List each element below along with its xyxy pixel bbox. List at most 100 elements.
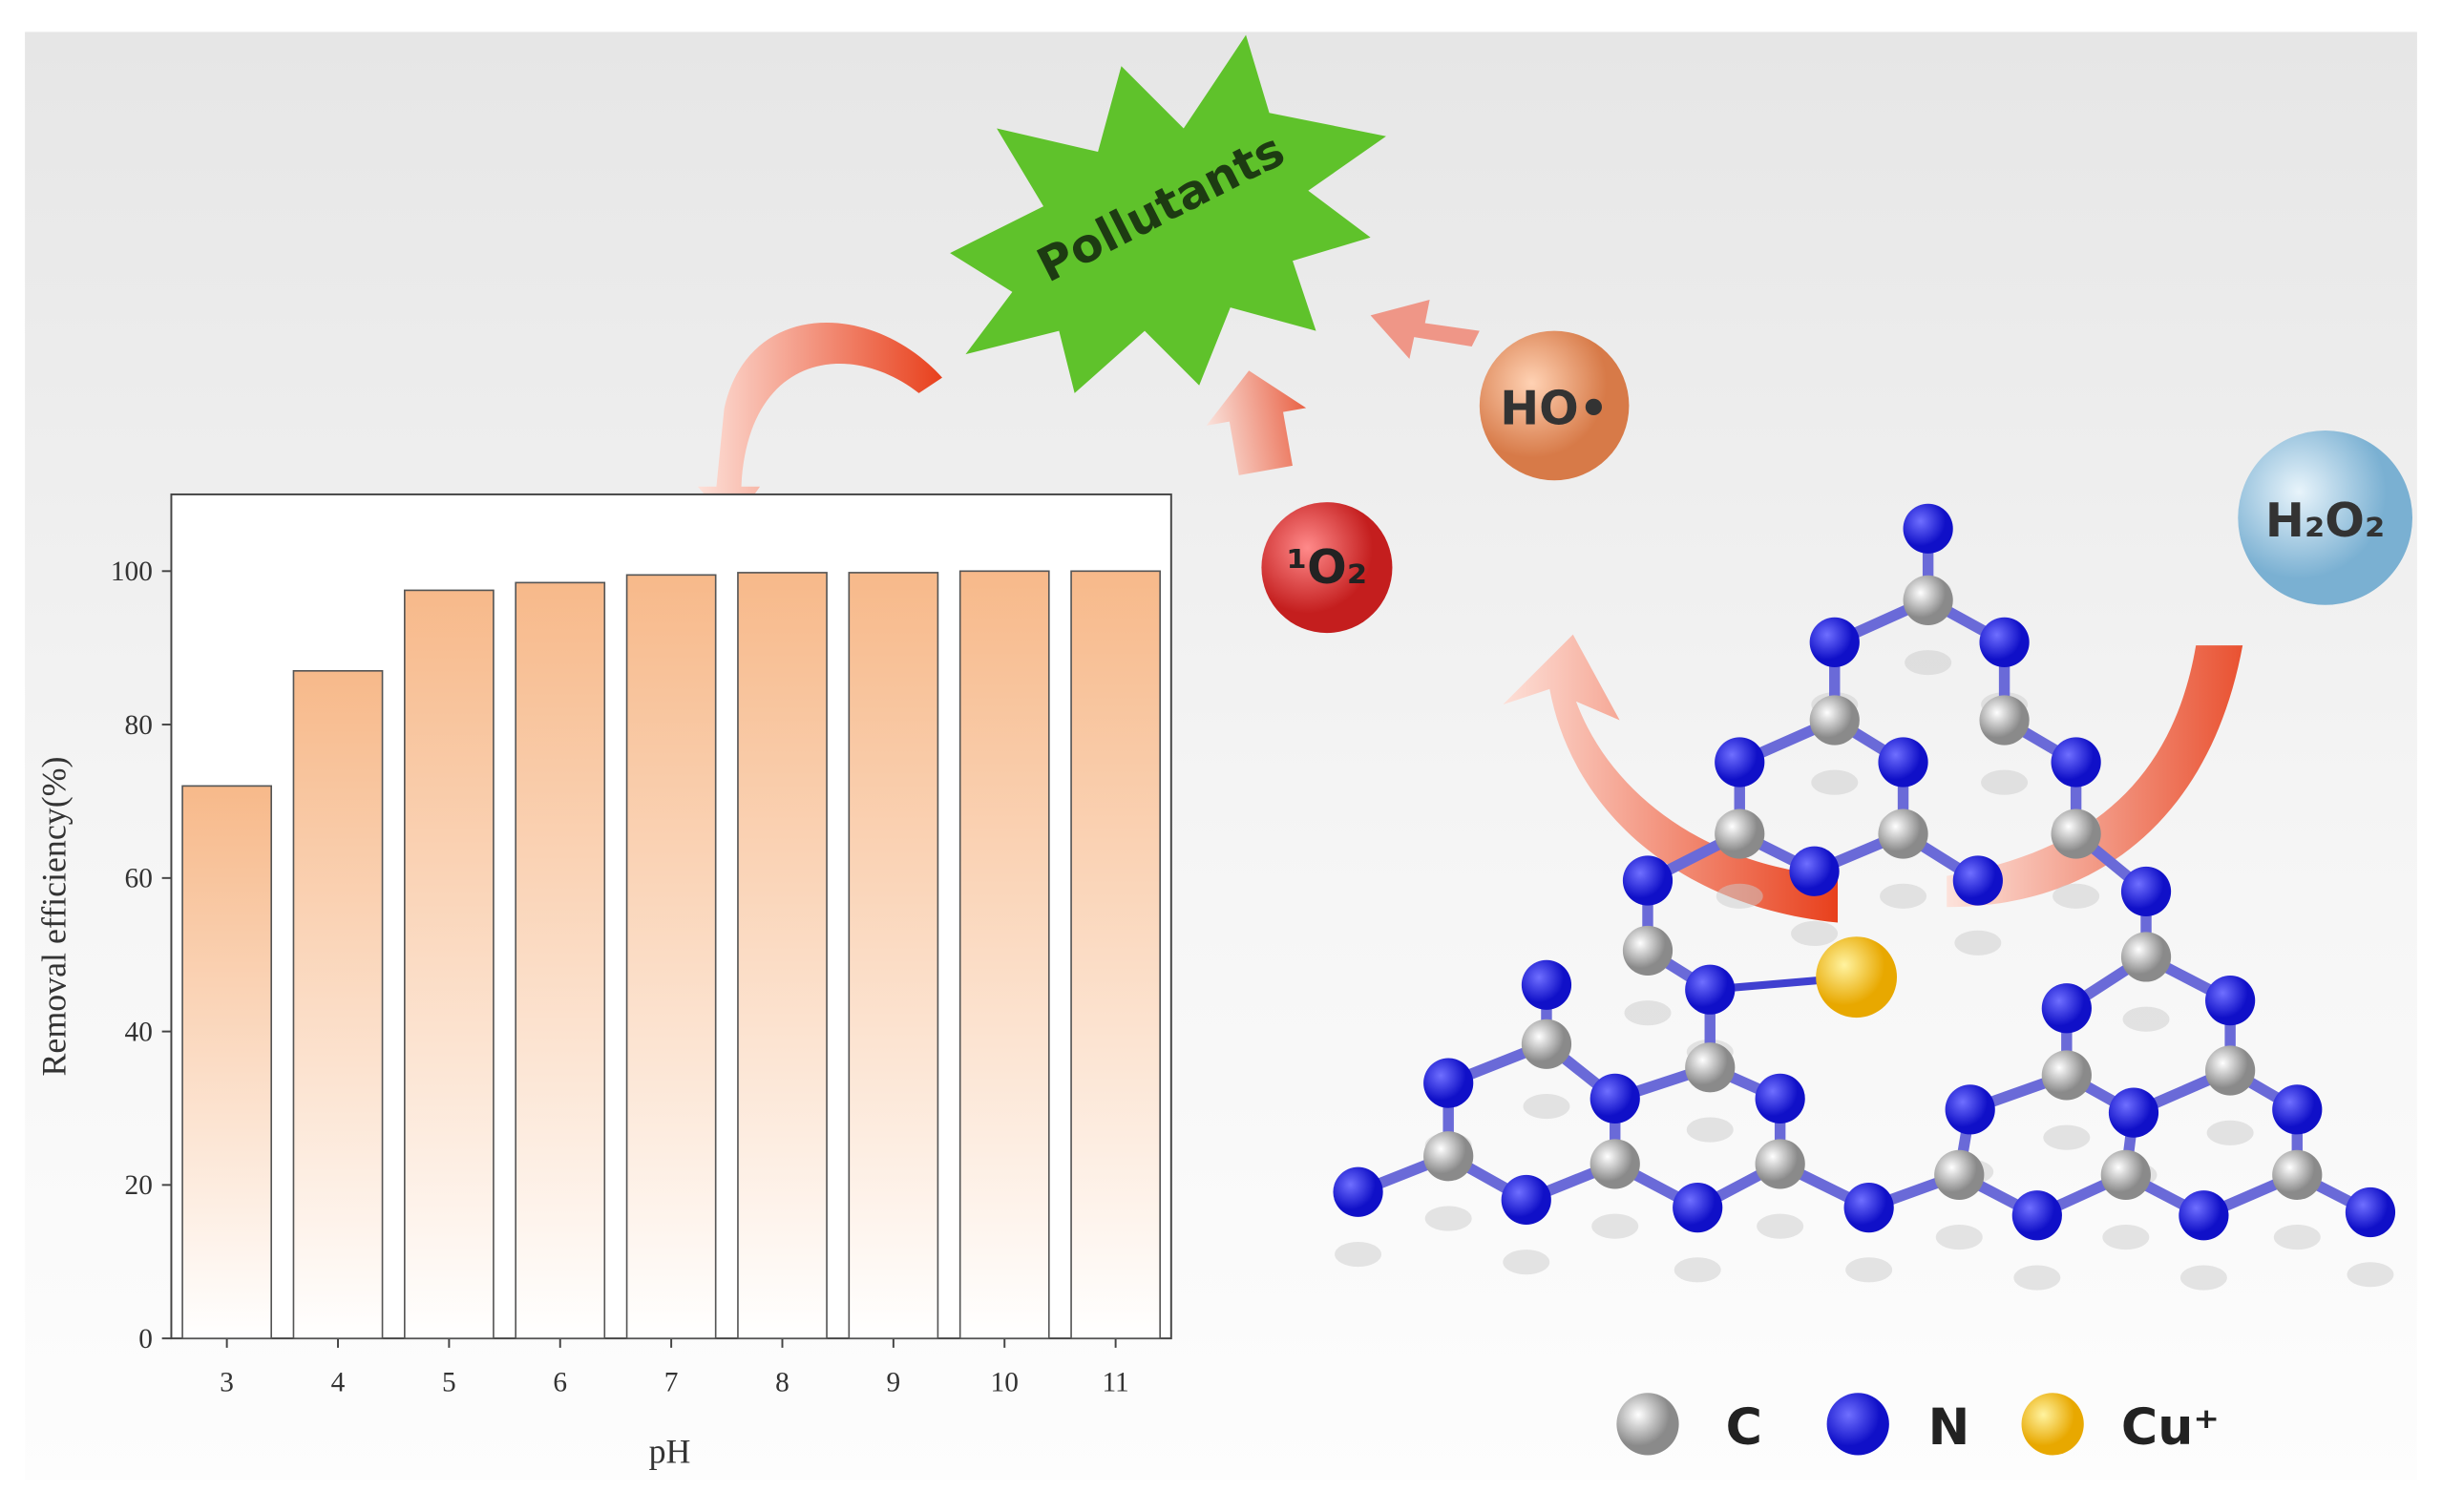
nitrogen-atom bbox=[2120, 866, 2172, 917]
nitrogen-atom bbox=[1755, 1073, 1805, 1124]
nitrogen-atom bbox=[1521, 959, 1572, 1010]
y-tick-label: 100 bbox=[111, 556, 153, 587]
atom-shadow bbox=[2122, 1006, 2170, 1032]
arrow bbox=[1370, 300, 1480, 359]
x-tick-label: 11 bbox=[1102, 1368, 1128, 1398]
nitrogen-atom bbox=[1979, 617, 2030, 668]
x-tick-label: 8 bbox=[775, 1368, 789, 1398]
carbon-atom bbox=[1979, 695, 2030, 746]
carbon-atom bbox=[1903, 575, 1953, 625]
legend-label: Cu⁺ bbox=[2121, 1399, 2220, 1457]
nitrogen-atom bbox=[2179, 1190, 2229, 1241]
carbon-atom bbox=[2100, 1149, 2151, 1200]
carbon-atom bbox=[1622, 925, 1674, 976]
atom-shadow bbox=[1791, 920, 1839, 947]
nitrogen-atom bbox=[1333, 1166, 1383, 1217]
carbon-atom bbox=[1878, 808, 1928, 859]
atom-shadow bbox=[1716, 883, 1763, 909]
atom-shadow bbox=[1845, 1257, 1893, 1283]
atom-shadow bbox=[1686, 1117, 1734, 1143]
nitrogen-atom bbox=[1878, 737, 1928, 788]
copper-atom bbox=[1816, 936, 1898, 1018]
legend-swatch bbox=[2021, 1393, 2084, 1456]
curved-arrow bbox=[697, 322, 942, 526]
atom-shadow bbox=[2013, 1265, 2061, 1291]
carbon-atom bbox=[1423, 1131, 1474, 1182]
bar bbox=[1070, 570, 1161, 1339]
atom-shadow bbox=[1757, 1213, 1804, 1239]
atom-shadow bbox=[1674, 1257, 1721, 1283]
nitrogen-atom bbox=[1945, 1084, 1995, 1135]
bar bbox=[958, 570, 1050, 1339]
atom-shadow bbox=[1503, 1250, 1550, 1275]
bar bbox=[515, 581, 606, 1339]
molecule bbox=[1333, 503, 2396, 1291]
bar-chart: pH Removal efficiency(%) 0 20 40 60 80 100 3 4 5… bbox=[35, 493, 1172, 1471]
atom-shadow bbox=[1523, 1094, 1570, 1120]
nitrogen-atom bbox=[2011, 1190, 2062, 1241]
carbon-atom bbox=[2272, 1149, 2323, 1200]
nitrogen-atom bbox=[2108, 1087, 2159, 1138]
atom-shadow bbox=[2102, 1225, 2150, 1250]
x-tick-label: 5 bbox=[442, 1368, 456, 1398]
nitrogen-atom bbox=[2041, 983, 2092, 1034]
nitrogen-atom bbox=[1501, 1174, 1551, 1226]
singlet-oxygen-label: ¹O₂ bbox=[1287, 540, 1367, 595]
y-axis-label: Removal efficiency(%) bbox=[35, 757, 74, 1077]
carbon-atom bbox=[2205, 1045, 2256, 1096]
carbon-atom bbox=[2041, 1050, 2092, 1101]
atom-shadow bbox=[1880, 883, 1927, 909]
x-tick-label: 9 bbox=[887, 1368, 901, 1398]
bar bbox=[737, 572, 828, 1339]
atom-shadow bbox=[2347, 1262, 2394, 1288]
nitrogen-atom bbox=[1423, 1058, 1474, 1108]
carbon-atom bbox=[2051, 808, 2101, 859]
peroxide-bubble bbox=[2238, 430, 2413, 605]
atom-shadow bbox=[2043, 1124, 2091, 1150]
atom-shadow bbox=[1811, 769, 1859, 795]
nitrogen-atom bbox=[1843, 1182, 1894, 1233]
peroxide-label: H₂O₂ bbox=[2265, 494, 2385, 548]
atom-shadow bbox=[1981, 769, 2029, 795]
nitrogen-atom bbox=[1685, 964, 1736, 1015]
atom-shadow bbox=[2179, 1265, 2227, 1291]
atom-shadow bbox=[2273, 1225, 2321, 1250]
carbon-atom bbox=[1755, 1139, 1805, 1189]
bar bbox=[404, 589, 495, 1339]
x-tick-label: 10 bbox=[991, 1368, 1019, 1398]
atom-shadow bbox=[1935, 1225, 1983, 1250]
legend-swatch bbox=[1826, 1393, 1889, 1456]
carbon-atom bbox=[1685, 1042, 1736, 1093]
carbon-atom bbox=[1934, 1149, 1985, 1200]
nitrogen-atom bbox=[1903, 503, 1953, 554]
nitrogen-atom bbox=[2051, 737, 2101, 788]
carbon-atom bbox=[1715, 808, 1765, 859]
y-tick-label: 20 bbox=[125, 1170, 153, 1201]
nitrogen-atom bbox=[1589, 1073, 1640, 1124]
bar bbox=[848, 572, 939, 1339]
y-tick-label: 80 bbox=[125, 710, 153, 741]
nitrogen-atom bbox=[2272, 1084, 2323, 1135]
nitrogen-atom bbox=[2205, 976, 2256, 1026]
x-tick-label: 7 bbox=[664, 1368, 679, 1398]
bar bbox=[181, 785, 273, 1339]
nitrogen-atom bbox=[1622, 855, 1674, 906]
atom-shadow bbox=[1905, 650, 1952, 676]
pollutant-burst bbox=[950, 34, 1386, 393]
hydroxyl-label: HO• bbox=[1500, 382, 1609, 436]
hydroxyl-bubble bbox=[1479, 330, 1630, 481]
y-tick-label: 60 bbox=[125, 864, 153, 894]
atom-shadow bbox=[1954, 930, 2002, 956]
nitrogen-atom bbox=[1673, 1182, 1723, 1233]
x-tick-label: 4 bbox=[331, 1368, 346, 1398]
atom-shadow bbox=[1591, 1213, 1639, 1239]
nitrogen-atom bbox=[1789, 846, 1840, 896]
atom-shadow bbox=[1424, 1206, 1472, 1231]
atom-shadow bbox=[1335, 1241, 1382, 1268]
carbon-atom bbox=[1589, 1139, 1640, 1189]
atom-shadow bbox=[2053, 883, 2100, 909]
nitrogen-atom bbox=[2345, 1186, 2396, 1238]
atom-shadow bbox=[2206, 1120, 2254, 1145]
